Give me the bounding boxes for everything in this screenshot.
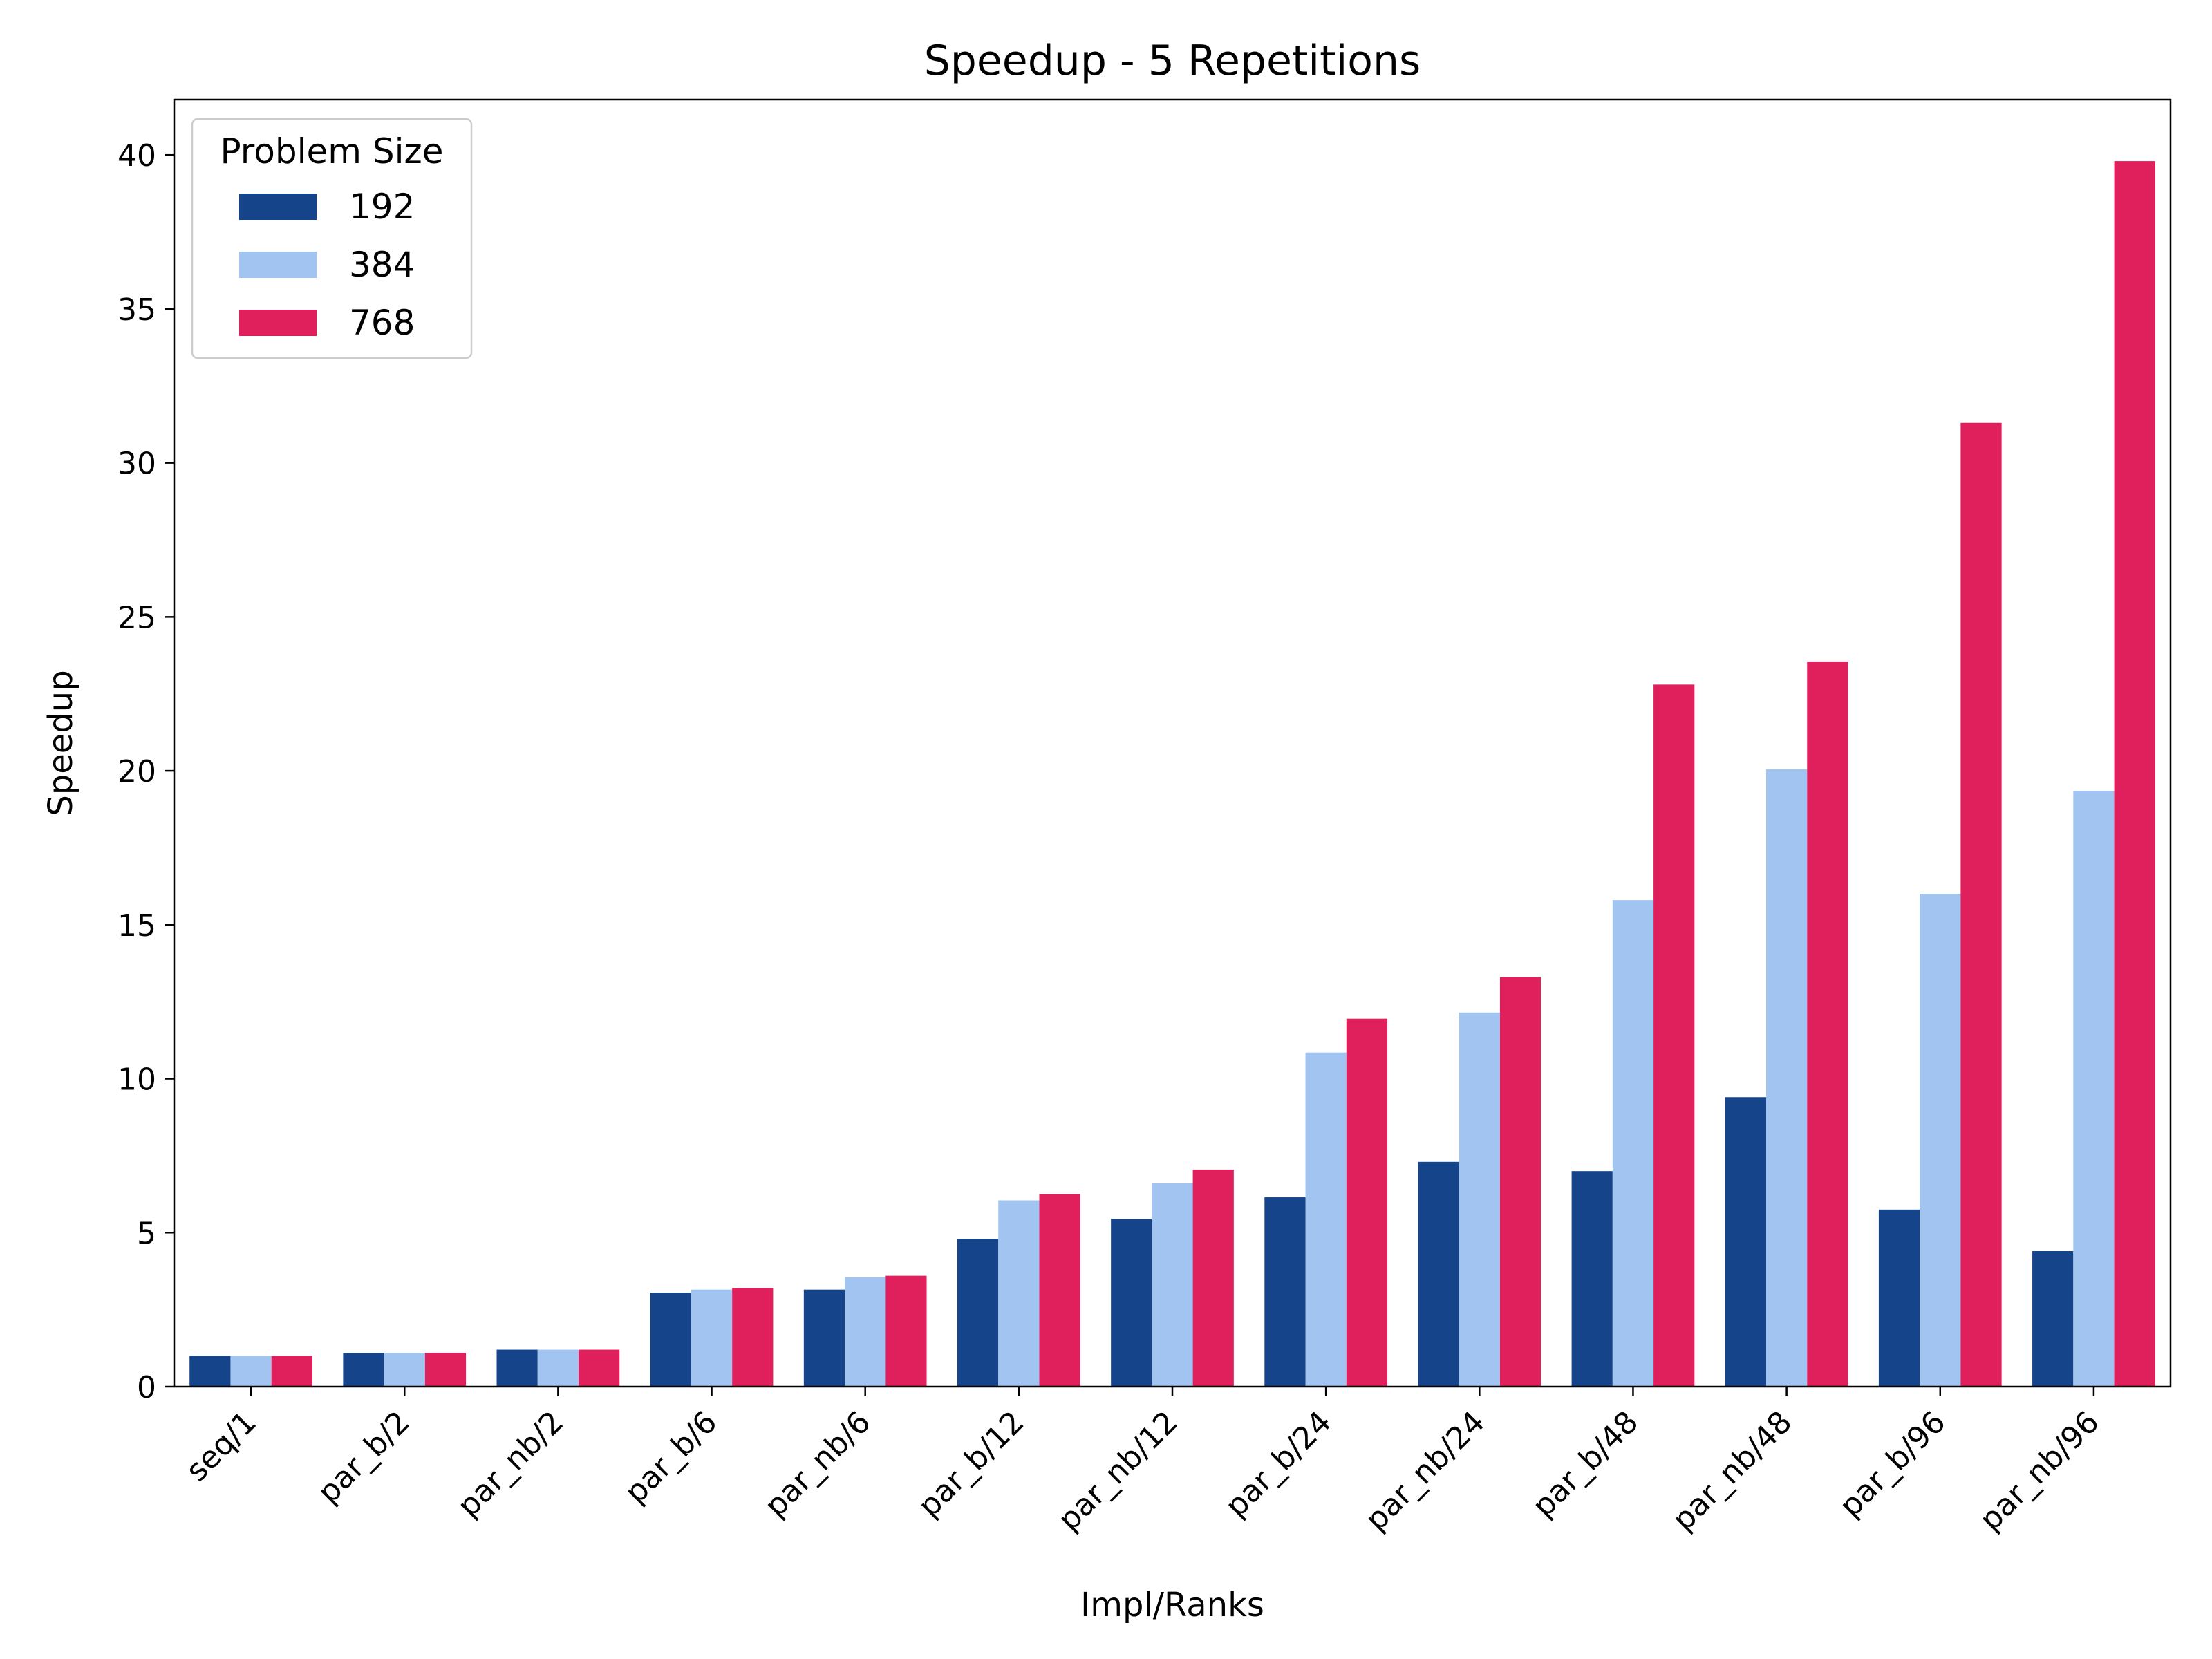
bar-768-par-nb-12 <box>1192 1169 1234 1387</box>
legend-label-192: 192 <box>349 187 415 227</box>
y-tick-label: 10 <box>118 1062 156 1098</box>
bar-768-par-nb-96 <box>2114 161 2155 1387</box>
bar-384-seq-1 <box>230 1356 272 1387</box>
legend-swatch-768 <box>239 310 317 336</box>
bar-768-par-nb-24 <box>1499 977 1541 1387</box>
bar-192-par-nb-2 <box>496 1349 538 1387</box>
bar-384-par-b-24 <box>1305 1052 1347 1387</box>
bar-384-par-b-96 <box>1920 894 1961 1387</box>
x-axis-label: Impl/Ranks <box>1080 1586 1264 1624</box>
bar-384-par-b-2 <box>384 1353 425 1387</box>
bar-384-par-nb-48 <box>1765 769 1808 1387</box>
bar-768-par-b-96 <box>1960 422 2002 1387</box>
y-tick-label: 30 <box>118 447 156 482</box>
bar-768-par-b-6 <box>732 1288 774 1387</box>
legend-swatch-192 <box>239 194 317 220</box>
x-tick-label: par_nb/2 <box>451 1405 570 1524</box>
legend-title: Problem Size <box>221 131 444 171</box>
bar-384-par-nb-96 <box>2073 791 2115 1387</box>
x-tick-label: par_b/6 <box>618 1405 724 1510</box>
y-tick-label: 5 <box>137 1216 156 1251</box>
x-tick-label: par_b/24 <box>1219 1405 1338 1524</box>
bar-192-par-b-6 <box>650 1293 691 1387</box>
y-tick-label: 35 <box>118 292 156 328</box>
bar-192-par-b-2 <box>343 1353 384 1387</box>
legend-swatch-384 <box>239 252 317 278</box>
bar-384-par-b-48 <box>1612 900 1654 1387</box>
x-tick-label: par_nb/6 <box>758 1405 877 1524</box>
bar-192-par-b-96 <box>1878 1209 1920 1387</box>
x-tick-label: par_b/2 <box>311 1405 417 1510</box>
x-tick-label: par_nb/12 <box>1051 1405 1185 1538</box>
y-axis: 0 5 10 15 20 25 30 35 40 <box>118 138 174 1405</box>
legend-frame <box>191 118 473 359</box>
x-tick-label: par_b/12 <box>912 1405 1031 1524</box>
bar-768-par-nb-48 <box>1807 661 1848 1387</box>
bar-192-seq-1 <box>189 1356 231 1387</box>
legend-label-768: 768 <box>349 303 415 343</box>
bar-768-seq-1 <box>271 1356 312 1387</box>
legend: Problem Size 192 384 768 <box>191 118 473 359</box>
bar-768-par-nb-2 <box>579 1349 620 1387</box>
bar-384-par-nb-6 <box>845 1277 886 1387</box>
bar-384-par-b-12 <box>998 1200 1040 1387</box>
bar-192-par-b-24 <box>1264 1197 1306 1387</box>
y-axis-label: Speedup <box>41 670 80 816</box>
x-tick-label: par_b/96 <box>1833 1405 1952 1524</box>
y-tick-label: 15 <box>118 908 156 944</box>
y-tick-label: 0 <box>137 1370 156 1405</box>
bar-192-par-nb-6 <box>803 1289 845 1387</box>
legend-label-384: 384 <box>349 245 415 285</box>
legend-entries: 192 384 768 <box>239 187 415 343</box>
x-tick-label: par_b/48 <box>1526 1405 1645 1524</box>
bar-384-par-nb-24 <box>1459 1012 1500 1387</box>
bar-192-par-nb-48 <box>1725 1097 1766 1387</box>
x-tick-label: par_nb/48 <box>1666 1405 1799 1538</box>
bar-768-par-b-12 <box>1039 1194 1080 1387</box>
y-tick-label: 40 <box>118 138 156 174</box>
bar-192-par-b-48 <box>1571 1171 1613 1387</box>
bars-group <box>189 161 2155 1387</box>
y-tick-label: 25 <box>118 600 156 635</box>
bar-192-par-nb-12 <box>1111 1219 1152 1387</box>
x-tick-label: par_nb/96 <box>1973 1405 2106 1538</box>
bar-768-par-b-48 <box>1653 684 1695 1387</box>
bar-192-par-b-12 <box>957 1239 999 1387</box>
y-tick-label: 20 <box>118 754 156 789</box>
bar-384-par-nb-2 <box>537 1349 579 1387</box>
bar-768-par-b-2 <box>424 1353 467 1387</box>
bar-384-par-b-6 <box>691 1289 733 1387</box>
bar-192-par-nb-96 <box>2032 1251 2074 1387</box>
bar-768-par-b-24 <box>1346 1018 1388 1387</box>
bar-384-par-nb-12 <box>1152 1183 1193 1387</box>
x-tick-label: seq/1 <box>179 1405 263 1488</box>
x-tick-label: par_nb/24 <box>1358 1405 1492 1538</box>
chart-title: Speedup - 5 Repetitions <box>924 37 1421 85</box>
x-axis: seq/1 par_b/2 par_nb/2 par_b/6 par_nb/6 par_b… <box>179 1387 2106 1537</box>
bar-192-par-nb-24 <box>1418 1161 1459 1387</box>
bar-768-par-nb-6 <box>885 1275 927 1387</box>
